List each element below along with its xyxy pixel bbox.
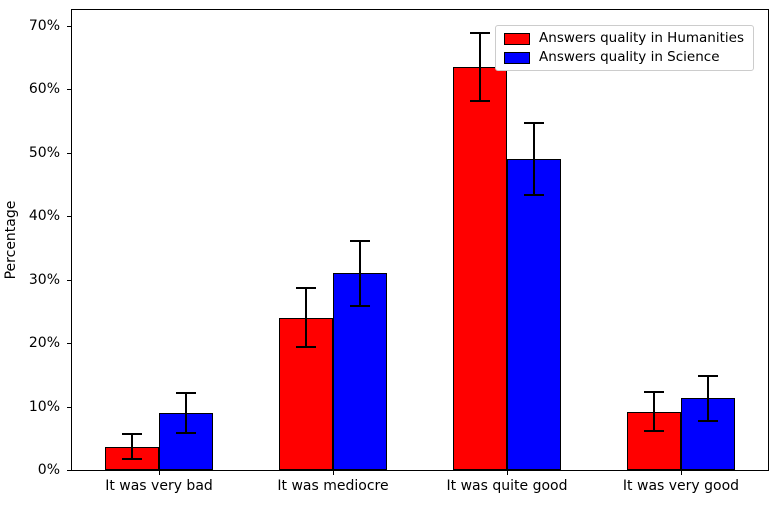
y-tick-label: 60% — [28, 81, 60, 98]
plot-area: Answers quality in Humanities Answers qu… — [71, 9, 769, 471]
error-bar-cap-bottom — [350, 304, 370, 307]
legend-swatch-humanities — [504, 32, 531, 45]
x-tick-label: It was mediocre — [277, 478, 389, 494]
error-bar-line — [185, 391, 187, 434]
error-bar-line — [707, 374, 709, 422]
error-bar-line — [479, 32, 481, 102]
y-axis-label: Percentage — [3, 200, 19, 280]
error-bar-line — [305, 287, 307, 349]
bar-science-2 — [507, 159, 561, 470]
x-tick-mark — [681, 471, 682, 475]
y-tick-label: 50% — [28, 144, 60, 161]
y-tick-mark — [67, 343, 71, 345]
y-tick-label: 10% — [28, 398, 60, 415]
y-tick-label: 20% — [28, 335, 60, 352]
error-bar-cap-top — [176, 391, 196, 394]
y-tick-label: 0% — [37, 462, 60, 478]
error-bar-line — [533, 122, 535, 196]
y-tick-mark — [67, 279, 71, 281]
y-tick-mark — [67, 216, 71, 218]
x-tick-label: It was very bad — [105, 478, 213, 494]
error-bar-cap-bottom — [296, 346, 316, 349]
y-tick-label: 40% — [28, 208, 60, 225]
x-tick-label: It was very good — [622, 478, 740, 494]
error-bar-cap-top — [296, 287, 316, 290]
y-tick-mark — [67, 406, 71, 408]
legend-swatch-science — [504, 51, 531, 64]
legend-label-humanities: Answers quality in Humanities — [539, 30, 744, 46]
error-bar-cap-top — [470, 32, 490, 35]
error-bar-cap-bottom — [698, 419, 718, 422]
y-tick-mark — [67, 89, 71, 91]
error-bar-cap-top — [698, 374, 718, 377]
x-tick-label: It was quite good — [446, 478, 568, 494]
bar-humanities-2 — [453, 67, 507, 470]
error-bar-cap-bottom — [524, 193, 544, 196]
error-bar-cap-top — [644, 391, 664, 394]
error-bar-line — [359, 239, 361, 307]
y-tick-label: 30% — [28, 271, 60, 288]
x-tick-mark — [507, 471, 508, 475]
y-tick-mark — [67, 25, 71, 27]
error-bar-cap-top — [350, 239, 370, 242]
error-bar-cap-top — [524, 122, 544, 125]
y-tick-mark — [67, 470, 71, 471]
x-tick-mark — [333, 471, 334, 475]
error-bar-cap-top — [122, 432, 142, 435]
error-bar-cap-bottom — [122, 458, 142, 461]
x-tick-mark — [159, 471, 160, 475]
error-bar-cap-bottom — [470, 100, 490, 102]
error-bar-cap-bottom — [176, 431, 196, 434]
legend-entry-science: Answers quality in Science — [504, 50, 744, 65]
legend: Answers quality in Humanities Answers qu… — [495, 25, 754, 71]
error-bar-line — [653, 391, 655, 432]
y-tick-label: 70% — [28, 17, 60, 34]
bar-humanities-3 — [627, 411, 681, 470]
legend-entry-humanities: Answers quality in Humanities — [504, 31, 744, 46]
error-bar-cap-bottom — [644, 429, 664, 432]
legend-label-science: Answers quality in Science — [539, 49, 720, 65]
error-bar-line — [131, 432, 133, 461]
y-tick-mark — [67, 152, 71, 154]
